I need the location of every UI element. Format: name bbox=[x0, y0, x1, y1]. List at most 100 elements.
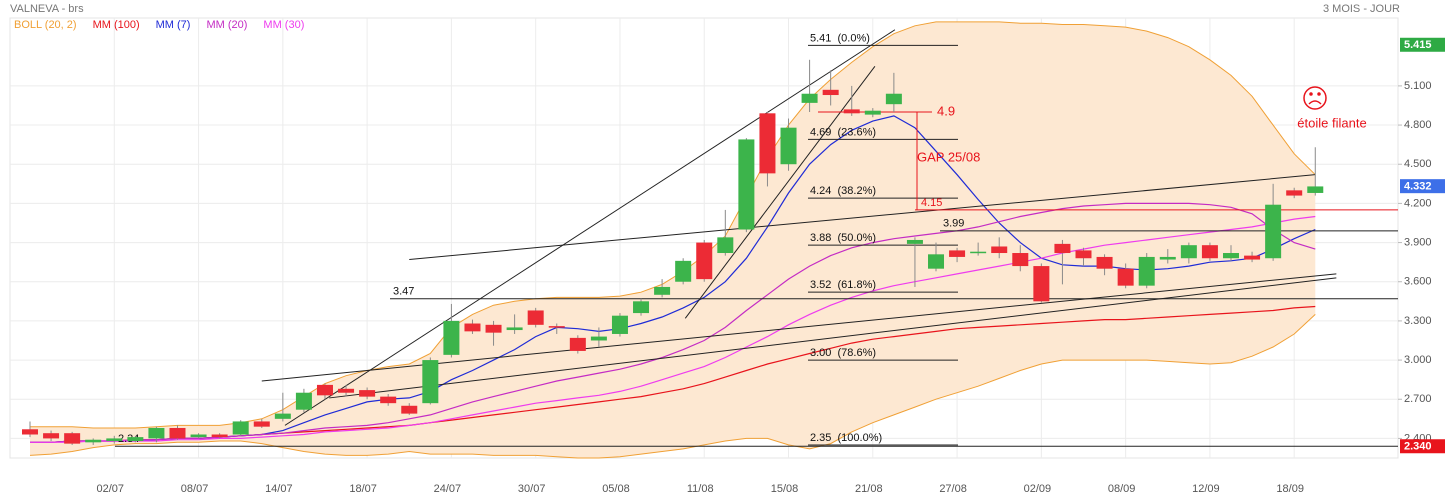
x-tick-label: 14/07 bbox=[265, 483, 293, 495]
price-tag bbox=[1400, 439, 1445, 454]
x-tick-label: 15/08 bbox=[771, 483, 799, 495]
frown-face bbox=[1303, 86, 1327, 110]
legend-entry: BOLL (20, 2) bbox=[14, 19, 77, 31]
price-tag bbox=[1400, 179, 1445, 194]
candle-body bbox=[22, 429, 38, 435]
band-lower bbox=[29, 314, 1316, 459]
x-tick-label: 08/07 bbox=[181, 483, 209, 495]
candle-body bbox=[1201, 245, 1218, 259]
band-fill bbox=[30, 21, 1316, 459]
x-tick-label: 11/08 bbox=[687, 483, 714, 495]
price-tag bbox=[1400, 37, 1445, 52]
frown-mouth bbox=[1308, 100, 1322, 105]
moving-average-line bbox=[30, 202, 1316, 443]
y-tick-label: 4.200 bbox=[1404, 197, 1432, 209]
gap-bottom-label: 4.15 bbox=[921, 197, 942, 209]
candle-body bbox=[1096, 256, 1113, 269]
fibonacci-label: 2.35 (100.0%) bbox=[810, 432, 882, 444]
candle-body bbox=[485, 324, 502, 333]
candle-body bbox=[190, 434, 207, 438]
candle-body bbox=[106, 438, 123, 442]
candle-body bbox=[148, 427, 165, 439]
candle-body bbox=[527, 310, 544, 325]
x-tick-label: 02/07 bbox=[97, 483, 125, 495]
candle-body bbox=[1222, 253, 1239, 259]
candle-body bbox=[717, 237, 734, 254]
level-label: 3.99 bbox=[943, 218, 964, 230]
pattern-icon bbox=[1303, 86, 1327, 110]
candle-body bbox=[1054, 243, 1071, 254]
y-tick-label: 3.000 bbox=[1404, 354, 1432, 366]
chart-title: VALNEVA - brs bbox=[10, 3, 84, 15]
price-tag-label: 2.340 bbox=[1404, 441, 1432, 453]
legend-entry: MM (100) bbox=[93, 19, 140, 31]
fibonacci-label: 3.00 (78.6%) bbox=[810, 347, 876, 359]
candle-body bbox=[211, 434, 228, 438]
candle-body bbox=[1180, 245, 1197, 259]
candle-body bbox=[1075, 250, 1092, 259]
candle-body bbox=[127, 437, 144, 442]
trend-line bbox=[261, 273, 1337, 382]
candle-body bbox=[422, 360, 439, 404]
candle-body bbox=[232, 421, 249, 435]
candle-body bbox=[443, 320, 460, 355]
x-tick-label: 12/09 bbox=[1192, 483, 1220, 495]
trend-line bbox=[684, 66, 876, 319]
candle-body bbox=[991, 246, 1008, 254]
x-tick-label: 21/08 bbox=[855, 483, 883, 495]
y-tick-label: 3.300 bbox=[1404, 315, 1432, 327]
fibonacci-label: 4.69 (23.6%) bbox=[810, 126, 876, 138]
candle-body bbox=[1159, 256, 1176, 260]
candle-body bbox=[1286, 190, 1303, 196]
candle-body bbox=[654, 286, 671, 295]
legend-entry: MM (20) bbox=[206, 19, 247, 31]
candle-body bbox=[85, 439, 102, 443]
candle-body bbox=[675, 260, 692, 282]
trend-line bbox=[329, 277, 1337, 399]
candle-body bbox=[380, 396, 397, 404]
y-tick-label: 2.700 bbox=[1404, 393, 1432, 405]
candle-body bbox=[780, 127, 797, 165]
candle-body bbox=[169, 427, 186, 439]
frown-eye bbox=[1309, 92, 1313, 96]
candle-body bbox=[274, 413, 291, 419]
candle-body bbox=[949, 250, 966, 257]
candle-body bbox=[1265, 204, 1282, 259]
x-tick-label: 08/09 bbox=[1108, 483, 1136, 495]
candle-body bbox=[843, 109, 860, 114]
plot-layer: 2.4002.7003.0003.3003.6003.9004.2004.500… bbox=[9, 17, 1445, 495]
pattern-label: étoile filante bbox=[1297, 115, 1366, 130]
x-tick-label: 18/09 bbox=[1276, 483, 1304, 495]
candle-body bbox=[928, 254, 945, 269]
candle-body bbox=[1307, 186, 1324, 193]
candle-body bbox=[548, 326, 565, 328]
candle-body bbox=[1033, 266, 1050, 302]
legend-entry: MM (30) bbox=[263, 19, 304, 31]
x-tick-label: 18/07 bbox=[349, 483, 377, 495]
y-tick-label: 3.600 bbox=[1404, 276, 1432, 288]
gap-label: GAP 25/08 bbox=[917, 149, 980, 164]
moving-average-line bbox=[30, 215, 1316, 443]
fibonacci-label: 3.52 (61.8%) bbox=[810, 279, 876, 291]
candle-body bbox=[464, 323, 481, 332]
fibonacci-label: 5.41 (0.0%) bbox=[810, 32, 870, 44]
price-tag-label: 4.332 bbox=[1404, 181, 1432, 193]
x-tick-label: 05/08 bbox=[602, 483, 630, 495]
x-tick-label: 02/09 bbox=[1024, 483, 1052, 495]
candle-body bbox=[43, 433, 60, 439]
candle-body bbox=[316, 384, 333, 396]
candle-body bbox=[569, 337, 586, 351]
gap-top-label: 4.9 bbox=[937, 103, 955, 118]
chart-subtitle: 3 MOIS - JOUR bbox=[1323, 3, 1400, 15]
legend-entry: MM (7) bbox=[156, 19, 191, 31]
fibonacci-label: 3.88 (50.0%) bbox=[810, 232, 876, 244]
x-tick-label: 30/07 bbox=[518, 483, 546, 495]
candle-body bbox=[970, 251, 987, 254]
candle-body bbox=[1244, 255, 1261, 260]
candle-body bbox=[611, 315, 628, 334]
candle-body bbox=[506, 327, 523, 331]
candle-body bbox=[906, 239, 923, 244]
candle-body bbox=[885, 93, 902, 105]
trend-line bbox=[409, 174, 1316, 261]
